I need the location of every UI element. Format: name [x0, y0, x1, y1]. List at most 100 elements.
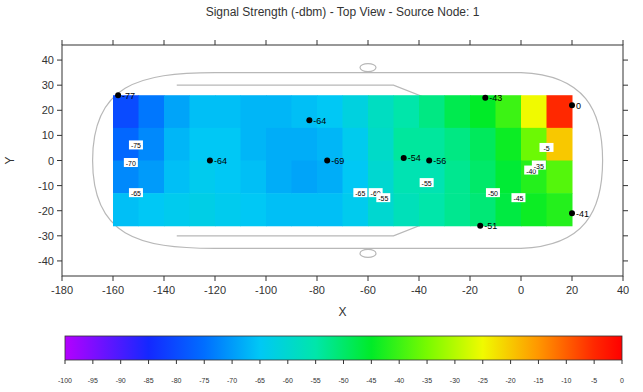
- heat-cell: [368, 95, 394, 128]
- car-body: [93, 73, 603, 249]
- y-tick-right: [623, 260, 628, 261]
- y-tick: [57, 235, 62, 236]
- y-tick: [57, 135, 62, 136]
- y-tick-label: 10: [42, 129, 54, 141]
- y-tick-right: [623, 160, 628, 161]
- x-tick-label: 40: [617, 284, 629, 296]
- heat-cell: [266, 161, 292, 194]
- heat-cell: [419, 193, 445, 226]
- heat-cell: [445, 95, 471, 128]
- colorbar-tick: [482, 360, 483, 364]
- x-tick: [317, 276, 318, 281]
- heat-cell: [241, 161, 267, 194]
- x-tick-top: [215, 40, 216, 45]
- node-point: [207, 158, 213, 164]
- heat-cell: [317, 193, 343, 226]
- colorbar-tick: [343, 360, 344, 364]
- colorbar-tick-label: -85: [143, 377, 153, 384]
- x-label: X: [338, 305, 346, 319]
- contour-label-bg: [129, 188, 143, 197]
- heat-cell: [190, 193, 216, 226]
- colorbar-tick-label: -65: [255, 377, 265, 384]
- y-tick: [57, 110, 62, 111]
- contour-label: -65: [131, 190, 141, 197]
- heat-cell: [445, 161, 471, 194]
- colorbar-tick-label: -95: [88, 377, 98, 384]
- y-tick-label: -20: [38, 205, 54, 217]
- colorbar-tick: [371, 360, 372, 364]
- heat-cell: [164, 193, 190, 226]
- node-label: -56: [433, 156, 446, 166]
- heat-cell: [547, 95, 573, 128]
- y-tick-label: -10: [38, 180, 54, 192]
- colorbar-tick: [120, 360, 121, 364]
- heat-cell: [266, 128, 292, 161]
- contour-labels: -75-70-65-65-60-55-55-50-45-40-35-5: [124, 140, 554, 202]
- colorbar-tick: [427, 360, 428, 364]
- heat-cell: [394, 95, 420, 128]
- node-label: -77: [122, 91, 135, 101]
- node-label: -64: [313, 116, 326, 126]
- x-tick-label: 0: [518, 284, 524, 296]
- heat-cell: [496, 128, 522, 161]
- node-point: [477, 223, 483, 229]
- contour-label: -75: [131, 142, 141, 149]
- colorbar-tick-label: -10: [561, 377, 571, 384]
- contour-label: -35: [534, 163, 544, 170]
- colorbar-tick-label: -70: [227, 377, 237, 384]
- heat-cell: [139, 193, 165, 226]
- colorbar-tick: [315, 360, 316, 364]
- heat-cell: [164, 95, 190, 128]
- x-tick-label: -80: [309, 284, 325, 296]
- colorbar-tick: [594, 360, 595, 364]
- nodes: -77-64-64-69-54-56-430-41-51: [115, 91, 589, 232]
- colorbar-tick-label: -45: [366, 377, 376, 384]
- y-tick-label: 20: [42, 104, 54, 116]
- y-tick-label: -30: [38, 230, 54, 242]
- heat-cell: [190, 161, 216, 194]
- heat-cell: [190, 95, 216, 128]
- heat-cell: [368, 193, 394, 226]
- colorbar-tick-label: -90: [116, 377, 126, 384]
- node-point: [115, 92, 121, 98]
- heat-cell: [241, 95, 267, 128]
- x-tick-label: 20: [566, 284, 578, 296]
- heat-cell: [139, 95, 165, 128]
- y-label: Y: [3, 156, 17, 164]
- colorbar-tick: [566, 360, 567, 364]
- colorbar-tick: [65, 360, 66, 364]
- x-tick-label: -120: [204, 284, 226, 296]
- x-tick-top: [368, 40, 369, 45]
- y-tick-right: [623, 135, 628, 136]
- chart: Signal Strength (-dbm) - Top View - Sour…: [0, 0, 643, 392]
- colorbar-tick-label: -40: [394, 377, 404, 384]
- y-tick-label: 40: [42, 54, 54, 66]
- colorbar-tick: [92, 360, 93, 364]
- colorbar-tick: [510, 360, 511, 364]
- y-tick: [57, 160, 62, 161]
- colorbar-tick: [454, 360, 455, 364]
- plot-frame: [62, 45, 623, 276]
- colorbar-tick-label: -35: [422, 377, 432, 384]
- x-tick-label: -100: [255, 284, 277, 296]
- contour-label-bg: [532, 161, 546, 170]
- x-tick-label: -60: [360, 284, 376, 296]
- x-tick: [368, 276, 369, 281]
- heat-cell: [343, 128, 369, 161]
- car-mirror: [360, 64, 376, 72]
- x-tick-label: -20: [462, 284, 478, 296]
- node-label: -69: [331, 156, 344, 166]
- heat-cell: [521, 95, 547, 128]
- node-point: [569, 210, 575, 216]
- colorbar-tick-label: -100: [58, 377, 72, 384]
- colorbar-tick: [399, 360, 400, 364]
- x-tick: [470, 276, 471, 281]
- heat-cell: [521, 161, 547, 194]
- heat-cell: [164, 161, 190, 194]
- heat-cell: [215, 193, 241, 226]
- colorbar-tick-label: -55: [311, 377, 321, 384]
- node-label: -64: [214, 156, 227, 166]
- heatmap: [113, 95, 573, 226]
- node-label: -54: [408, 153, 421, 163]
- y-tick-label: -40: [38, 255, 54, 267]
